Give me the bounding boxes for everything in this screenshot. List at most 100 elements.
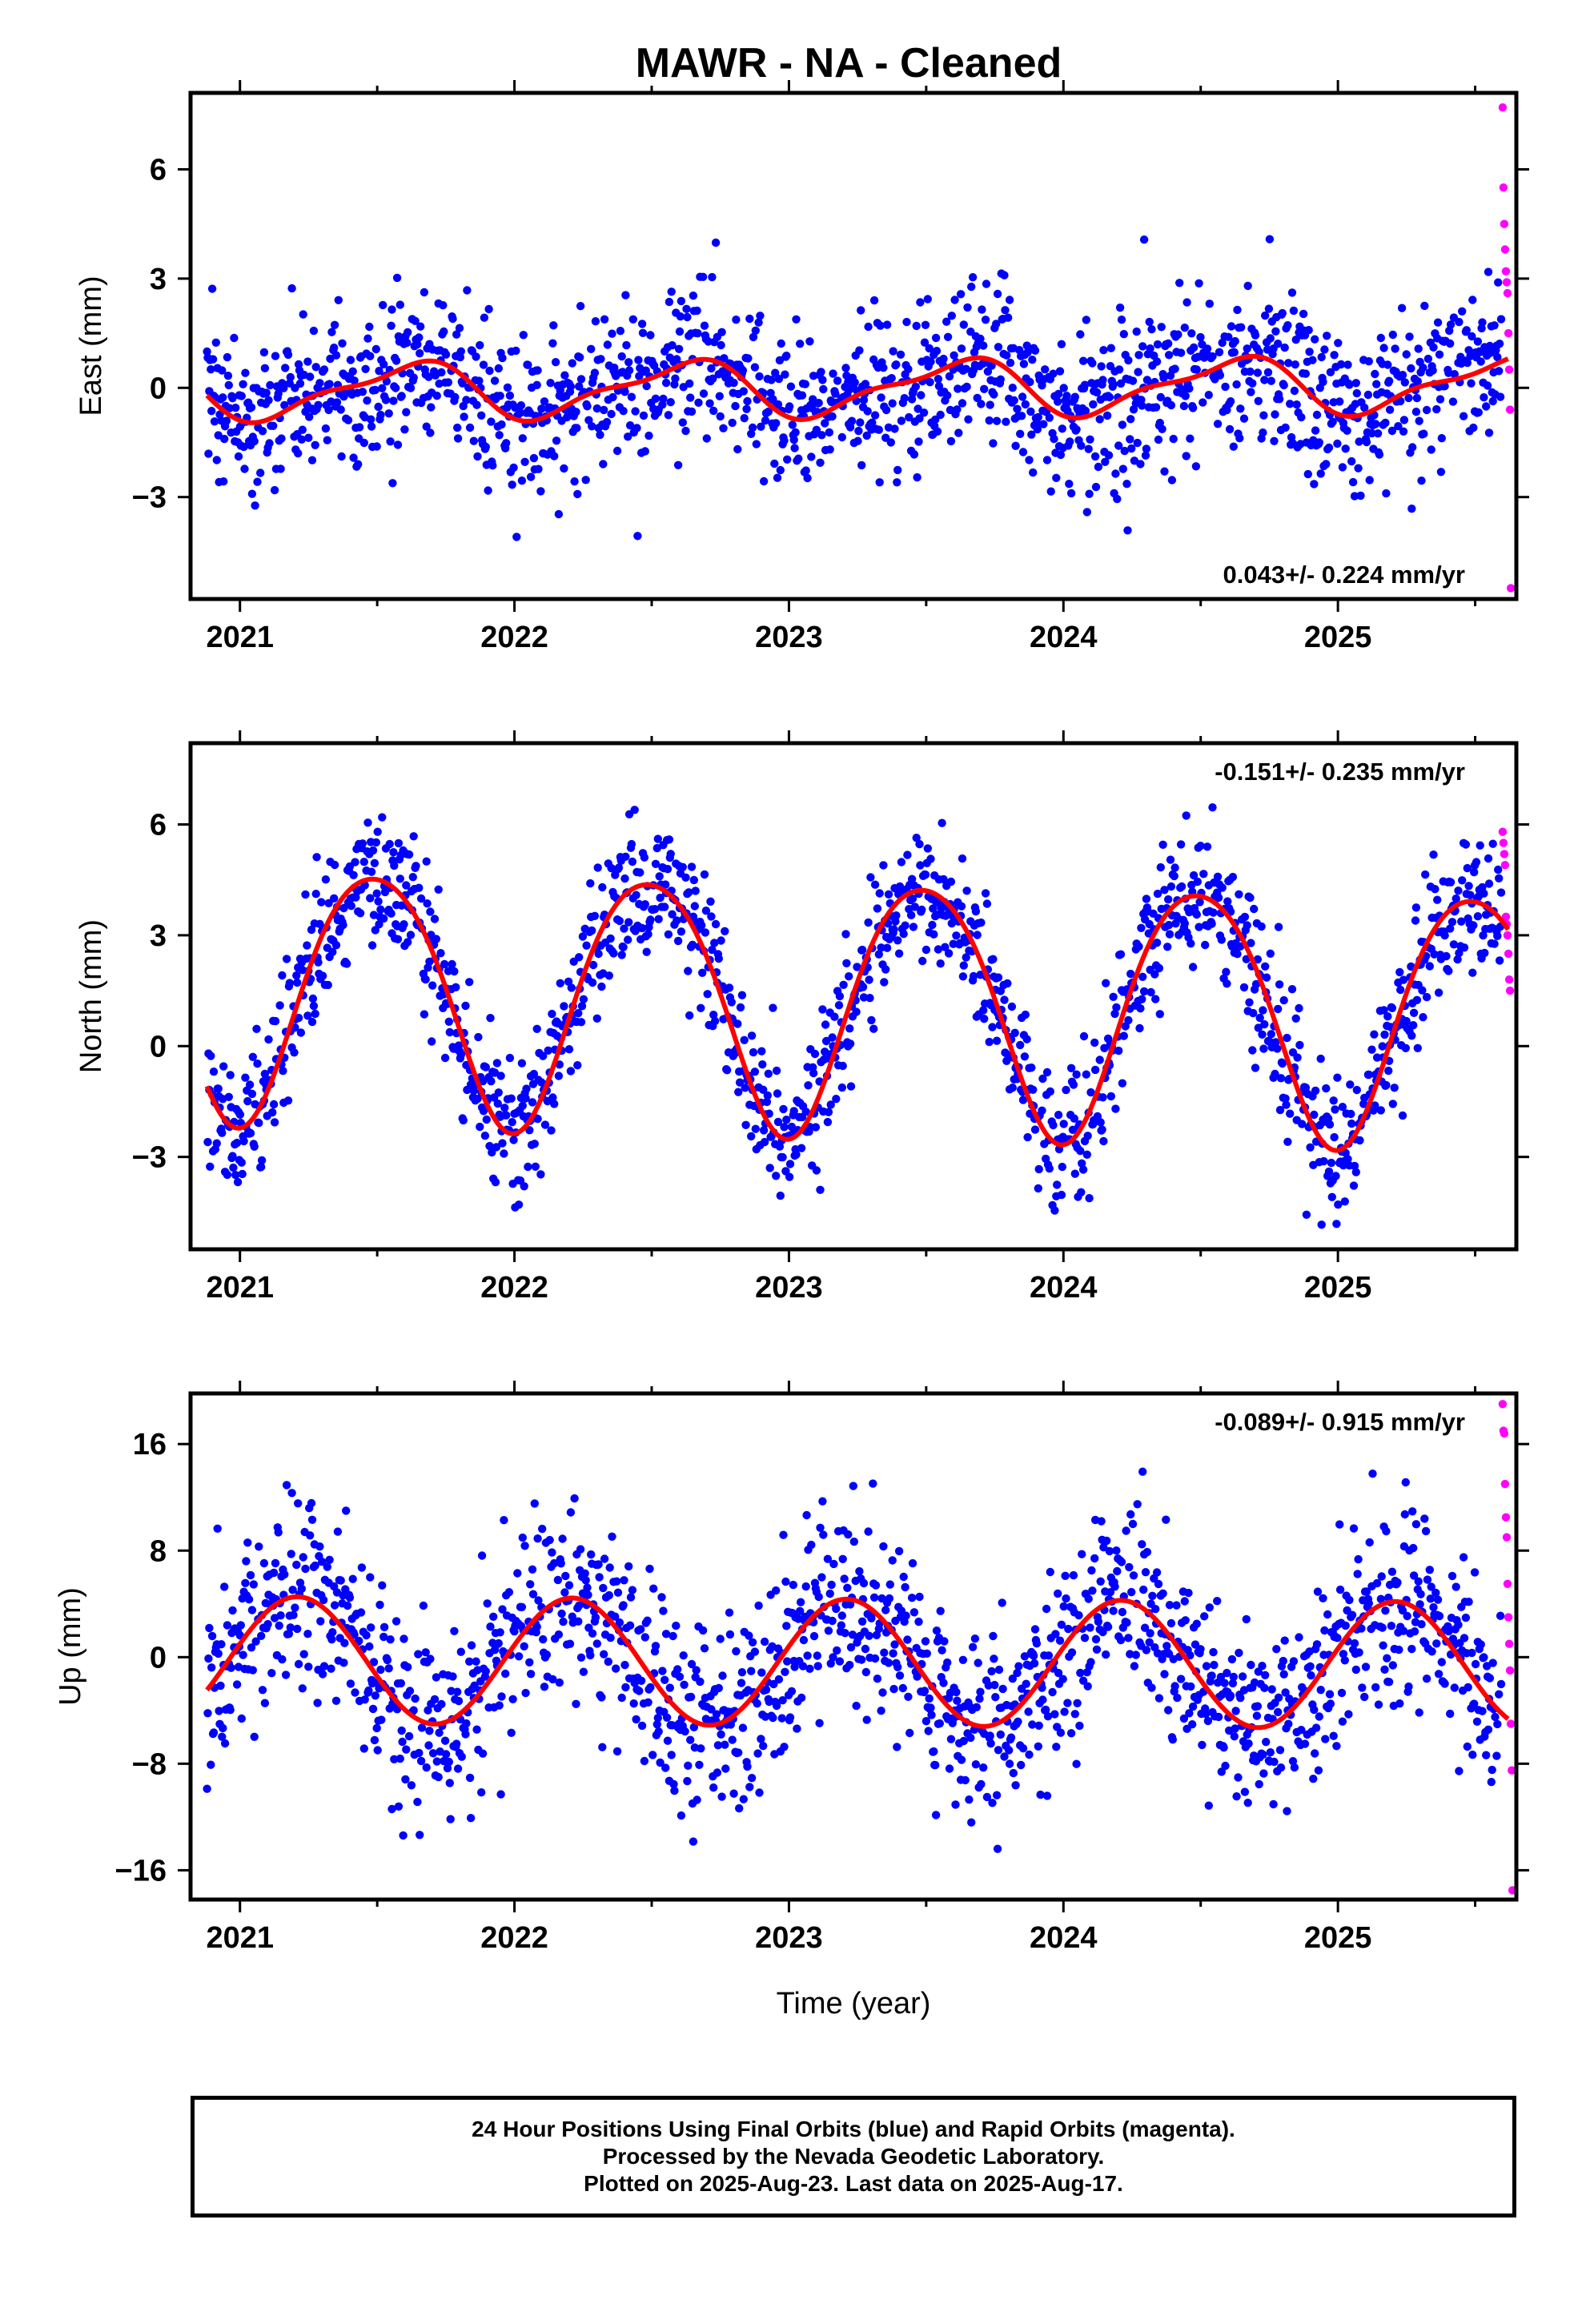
east-point xyxy=(1485,341,1495,351)
east-point xyxy=(747,429,756,438)
east-rate-label: 0.043+/- 0.224 mm/yr xyxy=(1223,561,1465,589)
up-point xyxy=(583,1583,592,1592)
north-model-curve xyxy=(204,876,1511,1153)
north-point xyxy=(1045,1164,1054,1173)
north-point xyxy=(1453,955,1462,964)
north-point xyxy=(269,1100,279,1109)
east-point xyxy=(934,375,943,384)
up-point xyxy=(513,1569,522,1578)
east-point xyxy=(1086,435,1094,444)
north-point xyxy=(1457,917,1466,926)
north-point xyxy=(772,1066,781,1076)
east-point xyxy=(472,352,480,361)
east-point xyxy=(817,431,826,440)
up-point xyxy=(1355,1648,1363,1657)
north-point xyxy=(1493,931,1502,941)
east-point xyxy=(1078,356,1088,365)
north-point xyxy=(539,1051,548,1060)
up-point xyxy=(649,1584,658,1593)
east-point xyxy=(1291,336,1300,344)
north-point xyxy=(1496,888,1506,897)
up-point xyxy=(568,1612,576,1621)
up-point xyxy=(1283,1807,1291,1815)
north-point xyxy=(804,1081,813,1090)
north-point xyxy=(1146,987,1155,997)
up-point xyxy=(921,1637,930,1646)
east-point xyxy=(709,374,717,383)
north-point xyxy=(476,1122,484,1132)
east-point xyxy=(1417,476,1426,485)
north-point xyxy=(1333,1073,1342,1082)
up-point xyxy=(518,1533,527,1542)
up-point xyxy=(606,1633,615,1642)
up-point xyxy=(1295,1633,1303,1642)
north-point xyxy=(1217,935,1227,944)
up-point xyxy=(1323,1610,1332,1619)
east-point xyxy=(1231,336,1239,346)
north-point xyxy=(1401,1043,1411,1053)
up-point xyxy=(360,1695,369,1704)
up-point xyxy=(1400,1510,1410,1519)
east-point xyxy=(1322,460,1331,468)
up-point xyxy=(1276,1763,1286,1772)
up-point xyxy=(1372,1578,1382,1588)
east-point xyxy=(854,426,863,436)
up-point xyxy=(648,1751,657,1759)
east-point xyxy=(1283,321,1292,330)
north-point xyxy=(422,857,431,866)
north-point xyxy=(1066,1063,1076,1073)
north-rapid-point xyxy=(1500,861,1510,870)
north-point xyxy=(979,1006,988,1015)
north-point xyxy=(664,930,673,939)
east-point xyxy=(1094,462,1103,472)
east-point xyxy=(332,398,342,407)
up-point xyxy=(205,1623,214,1633)
north-point xyxy=(1275,980,1284,989)
east-point xyxy=(336,405,345,414)
up-point xyxy=(957,1755,966,1764)
up-point xyxy=(1270,1757,1279,1767)
north-point xyxy=(494,1088,503,1097)
north-point xyxy=(1098,1125,1106,1134)
north-point xyxy=(1346,1080,1355,1089)
east-point xyxy=(1297,412,1306,422)
north-point xyxy=(1251,1063,1260,1072)
up-point xyxy=(924,1727,933,1735)
north-point xyxy=(653,834,662,843)
east-point xyxy=(1022,341,1031,350)
up-point xyxy=(965,1795,974,1804)
east-point xyxy=(1004,313,1013,322)
east-point xyxy=(1468,332,1476,341)
north-point xyxy=(678,862,687,872)
up-point xyxy=(247,1606,257,1614)
north-point xyxy=(575,953,584,962)
north-point xyxy=(223,1170,232,1180)
east-point xyxy=(441,350,451,359)
up-point xyxy=(364,1686,373,1695)
east-point xyxy=(686,393,695,402)
up-point xyxy=(1472,1717,1482,1726)
up-point xyxy=(849,1537,859,1546)
north-point xyxy=(1152,939,1162,947)
up-point xyxy=(1252,1711,1262,1720)
north-point xyxy=(253,1059,262,1068)
up-point xyxy=(1420,1514,1429,1523)
up-point xyxy=(1046,1567,1055,1577)
east-x-tick-label: 2025 xyxy=(1304,621,1372,654)
east-point xyxy=(1142,444,1151,453)
east-point xyxy=(207,365,215,374)
east-point xyxy=(1254,396,1263,405)
east-point xyxy=(1192,365,1202,374)
north-point xyxy=(588,960,598,970)
up-point xyxy=(857,1655,866,1664)
north-rapid-point xyxy=(1504,975,1514,984)
east-point xyxy=(862,431,871,440)
up-point xyxy=(1244,1739,1253,1748)
east-point xyxy=(954,384,962,393)
up-point xyxy=(357,1563,367,1572)
east-point xyxy=(321,424,331,433)
up-y-tick-label: 0 xyxy=(150,1641,167,1675)
up-point xyxy=(1398,1606,1407,1615)
north-point xyxy=(1099,1136,1108,1146)
north-x-tick-label: 2023 xyxy=(755,1271,823,1305)
